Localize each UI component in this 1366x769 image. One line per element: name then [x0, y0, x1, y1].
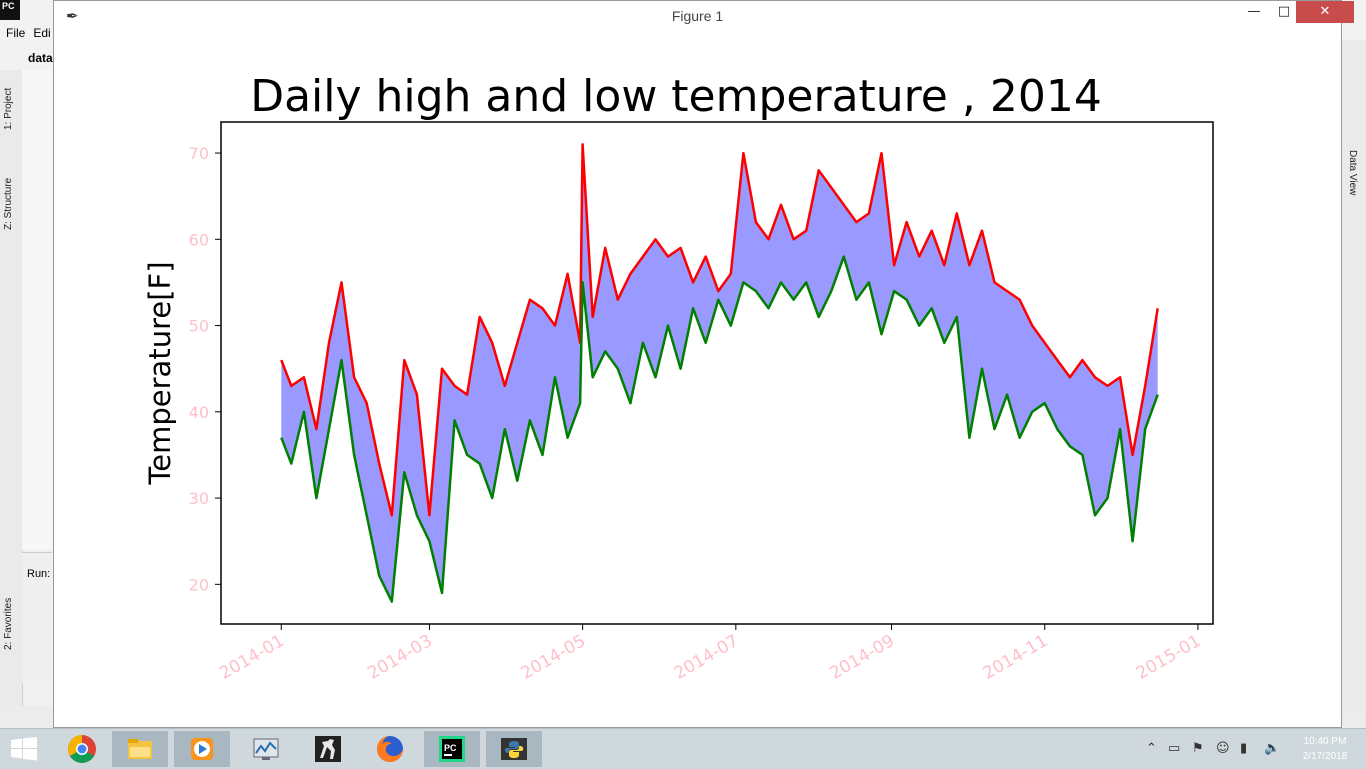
feather-icon: ✒: [66, 7, 79, 25]
pycharm-icon: PC: [439, 736, 465, 762]
clock-time: 10:40 PM: [1303, 736, 1347, 747]
taskbar-file-explorer[interactable]: [112, 731, 168, 767]
task-monitor-icon: [253, 738, 279, 760]
chart: Daily high and low temperature , 2014 Te…: [143, 71, 1214, 684]
battery-icon[interactable]: ▮: [1240, 741, 1248, 756]
taskbar-python[interactable]: [486, 731, 542, 767]
minimize-button[interactable]: —: [1247, 4, 1261, 19]
flag-icon[interactable]: ⚑: [1192, 741, 1204, 756]
y-ticks: 20 30 40 50 60 70: [189, 144, 221, 594]
taskbar-chrome[interactable]: [54, 731, 110, 767]
x-tick-label: 2014-01: [216, 631, 288, 684]
taskbar-task-monitor[interactable]: [238, 731, 294, 767]
file-explorer-icon: [128, 739, 152, 759]
clock-date: 2/17/2018: [1302, 751, 1348, 762]
taskbar-media-player[interactable]: [174, 731, 230, 767]
figure-window: ✒ Figure 1 — □ ✕ Daily high and low temp…: [53, 0, 1354, 728]
python-icon: [501, 738, 527, 760]
x-ticks: 2014-01 2014-03 2014-05 2014-07 2014-09 2014-…: [216, 624, 1204, 684]
taskbar-firefox[interactable]: [362, 731, 418, 767]
y-tick-label: 70: [189, 144, 209, 163]
firefox-icon: [377, 736, 403, 762]
show-hidden-icons-icon[interactable]: ⌃: [1146, 741, 1157, 756]
fill-layer: [281, 144, 1158, 602]
fill-between-area: [281, 144, 1158, 602]
run-panel: [22, 552, 52, 683]
run-label: Run:: [27, 568, 51, 580]
taskbar-counter-strike[interactable]: [300, 731, 356, 767]
y-tick-label: 20: [189, 575, 209, 594]
x-tick-label: 2014-03: [364, 631, 436, 684]
media-player-icon: [191, 738, 213, 760]
network-icon[interactable]: ▭: [1168, 741, 1181, 756]
x-tick-label: 2014-11: [980, 631, 1052, 684]
y-tick-label: 30: [189, 489, 209, 508]
ide-right-toolstrip: Data View: [1342, 40, 1366, 728]
tab-structure[interactable]: Z: Structure: [3, 177, 14, 230]
series-line-low: [280, 255, 1159, 603]
x-tick-label: 2015-01: [1133, 631, 1205, 684]
tab-data-view[interactable]: Data View: [1347, 150, 1358, 196]
maximize-button[interactable]: □: [1277, 4, 1291, 19]
y-tick-label: 60: [189, 230, 209, 249]
svg-text:PC: PC: [444, 743, 457, 753]
x-tick-label: 2014-05: [518, 631, 590, 684]
tab-project[interactable]: 1: Project: [3, 87, 14, 130]
taskbar-pycharm[interactable]: PC: [424, 731, 480, 767]
volume-icon[interactable]: 🔈: [1264, 741, 1281, 756]
x-tick-label: 2014-07: [671, 631, 743, 684]
menu-file[interactable]: File: [6, 26, 26, 40]
counter-strike-icon: [315, 736, 341, 762]
series-line-high: [280, 143, 1159, 517]
menu-edit[interactable]: Edi: [33, 26, 51, 40]
windows-start-icon[interactable]: [10, 737, 38, 761]
window-title: Figure 1: [671, 8, 724, 24]
ide-left-toolstrip: 1: Project Z: Structure 2: Favorites: [0, 70, 23, 710]
chart-title: Daily high and low temperature , 2014: [250, 71, 1102, 122]
close-button[interactable]: ✕: [1296, 1, 1354, 23]
people-icon[interactable]: ☺: [1216, 741, 1230, 756]
tab-favorites[interactable]: 2: Favorites: [3, 597, 14, 650]
project-panel: [22, 70, 52, 550]
axes-frame: [220, 121, 1214, 625]
clock[interactable]: 10:40 PM 2/17/2018: [1290, 734, 1360, 764]
window-titlebar[interactable]: ✒ Figure 1 — □ ✕: [54, 1, 1354, 31]
y-axis-label: Temperature[F]: [143, 261, 177, 485]
pycharm-logo-icon: PC: [0, 0, 20, 20]
y-tick-label: 40: [189, 403, 209, 422]
line-layer: [280, 143, 1159, 603]
y-tick-label: 50: [189, 317, 209, 336]
chrome-icon: [68, 735, 96, 763]
ide-menu-bar: File Edi: [6, 26, 59, 40]
x-tick-label: 2014-09: [826, 631, 898, 684]
taskbar: PC ⌃ ▭ ⚑ ☺ ▮ 🔈 10:40 PM 2/17/2018: [0, 728, 1366, 769]
project-label[interactable]: data: [28, 51, 53, 65]
